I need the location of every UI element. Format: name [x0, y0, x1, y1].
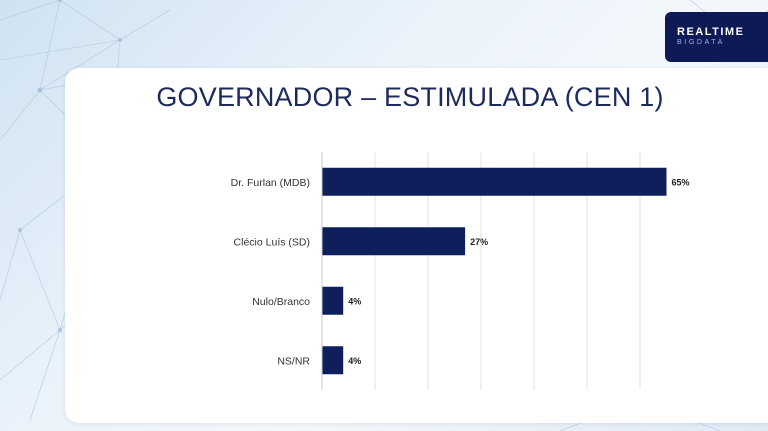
value-label: 65% — [672, 177, 690, 187]
chart-title: GOVERNADOR – ESTIMULADA (CEN 1) — [156, 82, 664, 112]
category-label: Dr. Furlan (MDB) — [231, 177, 310, 189]
logo-text-bottom: BIGDATA — [677, 39, 725, 46]
realtime-bigdata-logo: REALTIME BIGDATA — [665, 12, 768, 62]
bar-2 — [322, 286, 344, 315]
bar-3 — [322, 346, 344, 375]
bar-0 — [322, 167, 667, 196]
value-label: 4% — [348, 296, 361, 306]
bars: Dr. Furlan (MDB) 65% Clécio Luís (SD) 27% Nu… — [231, 167, 690, 375]
logo-text-top: REALTIME — [677, 26, 745, 38]
category-label: NS/NR — [277, 355, 310, 367]
bar-1 — [322, 227, 466, 256]
category-label: Clécio Luís (SD) — [234, 236, 310, 248]
category-label: Nulo/Branco — [252, 296, 310, 308]
value-label: 27% — [470, 237, 488, 247]
value-label: 4% — [348, 356, 361, 366]
